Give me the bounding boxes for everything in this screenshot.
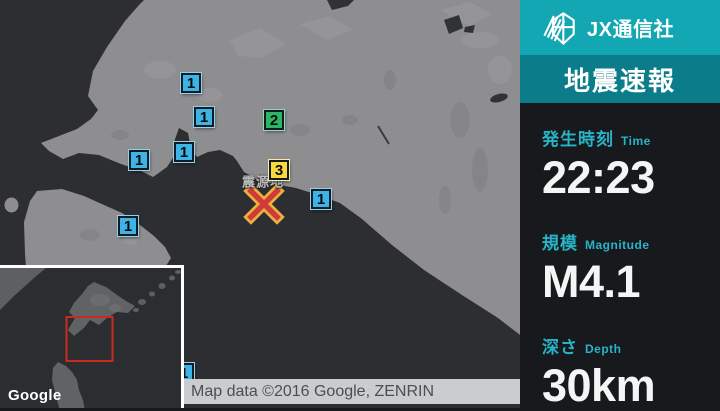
- time-sublabel: Time: [621, 134, 651, 148]
- alert-sidebar: JX通信社 地震速報 発生時刻 Time 22:23 規模 Magnitude M4…: [520, 0, 720, 408]
- inset-overview-map: [0, 265, 184, 408]
- magnitude-label: 規模: [542, 234, 578, 253]
- magnitude-value: M4.1: [542, 256, 641, 307]
- intensity-badge: 1: [174, 142, 194, 162]
- inset-geography: [0, 268, 181, 408]
- intensity-badge: 1: [118, 216, 138, 236]
- field-time: 発生時刻 Time 22:23: [542, 125, 720, 200]
- brand-name: JX通信社: [587, 19, 674, 41]
- intensity-badge: 1: [194, 107, 214, 127]
- map-attribution: Map data ©2016 Google, ZENRIN: [184, 379, 520, 404]
- field-depth: 深さ Depth 30km: [542, 333, 720, 408]
- inset-focus-rectangle: [65, 316, 114, 362]
- intensity-badge: 1: [129, 150, 149, 170]
- intensity-badge: 1: [311, 189, 331, 209]
- google-logo[interactable]: Google: [8, 387, 62, 404]
- alert-details: 発生時刻 Time 22:23 規模 Magnitude M4.1 深さ Depth …: [520, 103, 720, 408]
- alert-title: 地震速報: [563, 65, 676, 96]
- field-magnitude: 規模 Magnitude M4.1: [542, 229, 720, 304]
- epicenter-marker: [243, 183, 285, 225]
- depth-value: 30km: [542, 360, 656, 411]
- jx-press-logo-icon: [543, 11, 575, 45]
- intensity-badge: 1: [181, 73, 201, 93]
- brand-header: JX通信社: [520, 0, 720, 55]
- time-value: 22:23: [542, 152, 655, 203]
- depth-label: 深さ: [542, 338, 578, 357]
- intensity-badge: 3: [269, 160, 289, 180]
- intensity-badge: 2: [264, 110, 284, 130]
- magnitude-sublabel: Magnitude: [585, 238, 650, 252]
- depth-sublabel: Depth: [585, 342, 622, 356]
- time-label: 発生時刻: [542, 130, 614, 149]
- alert-title-band: 地震速報: [520, 55, 720, 103]
